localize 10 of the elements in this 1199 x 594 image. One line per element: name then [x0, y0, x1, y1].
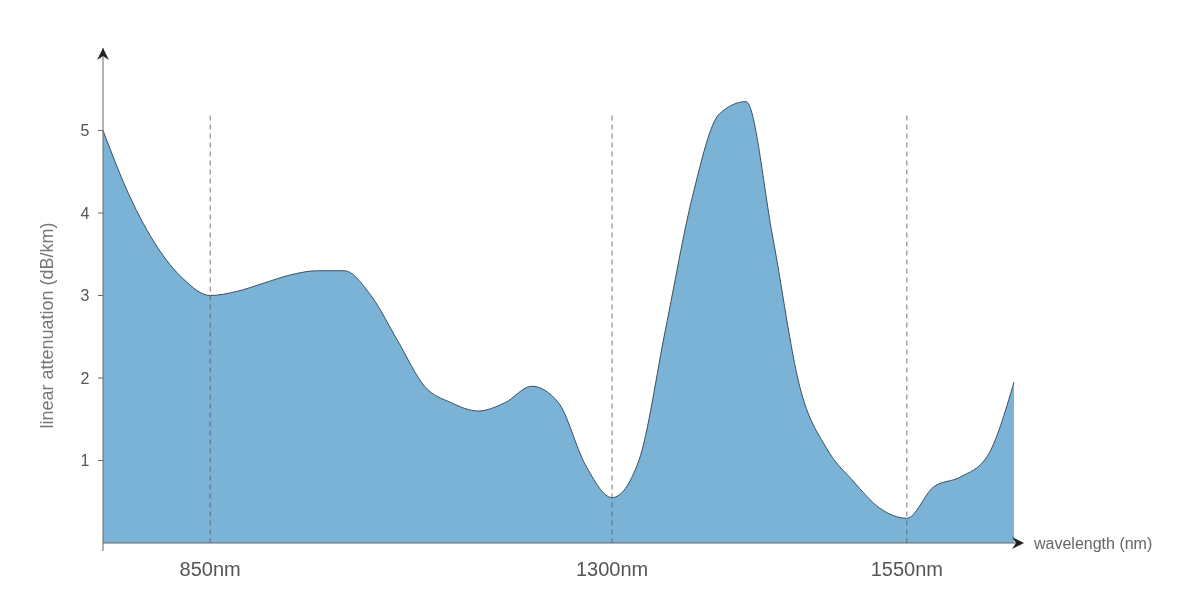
x-tick-label: 1550nm — [870, 558, 943, 580]
y-tick-label: 4 — [80, 204, 90, 222]
y-axis-title: linear attenuation (dB/km) — [37, 222, 57, 429]
x-tick-label: 850nm — [179, 558, 241, 580]
x-axis-title: wavelength (nm) — [1033, 534, 1153, 552]
y-tick-label: 3 — [80, 287, 90, 305]
y-tick-label: 1 — [80, 452, 90, 470]
x-tick-label: 1300nm — [575, 558, 649, 580]
y-tick-label: 2 — [80, 369, 90, 387]
y-tick-label: 5 — [80, 122, 90, 140]
